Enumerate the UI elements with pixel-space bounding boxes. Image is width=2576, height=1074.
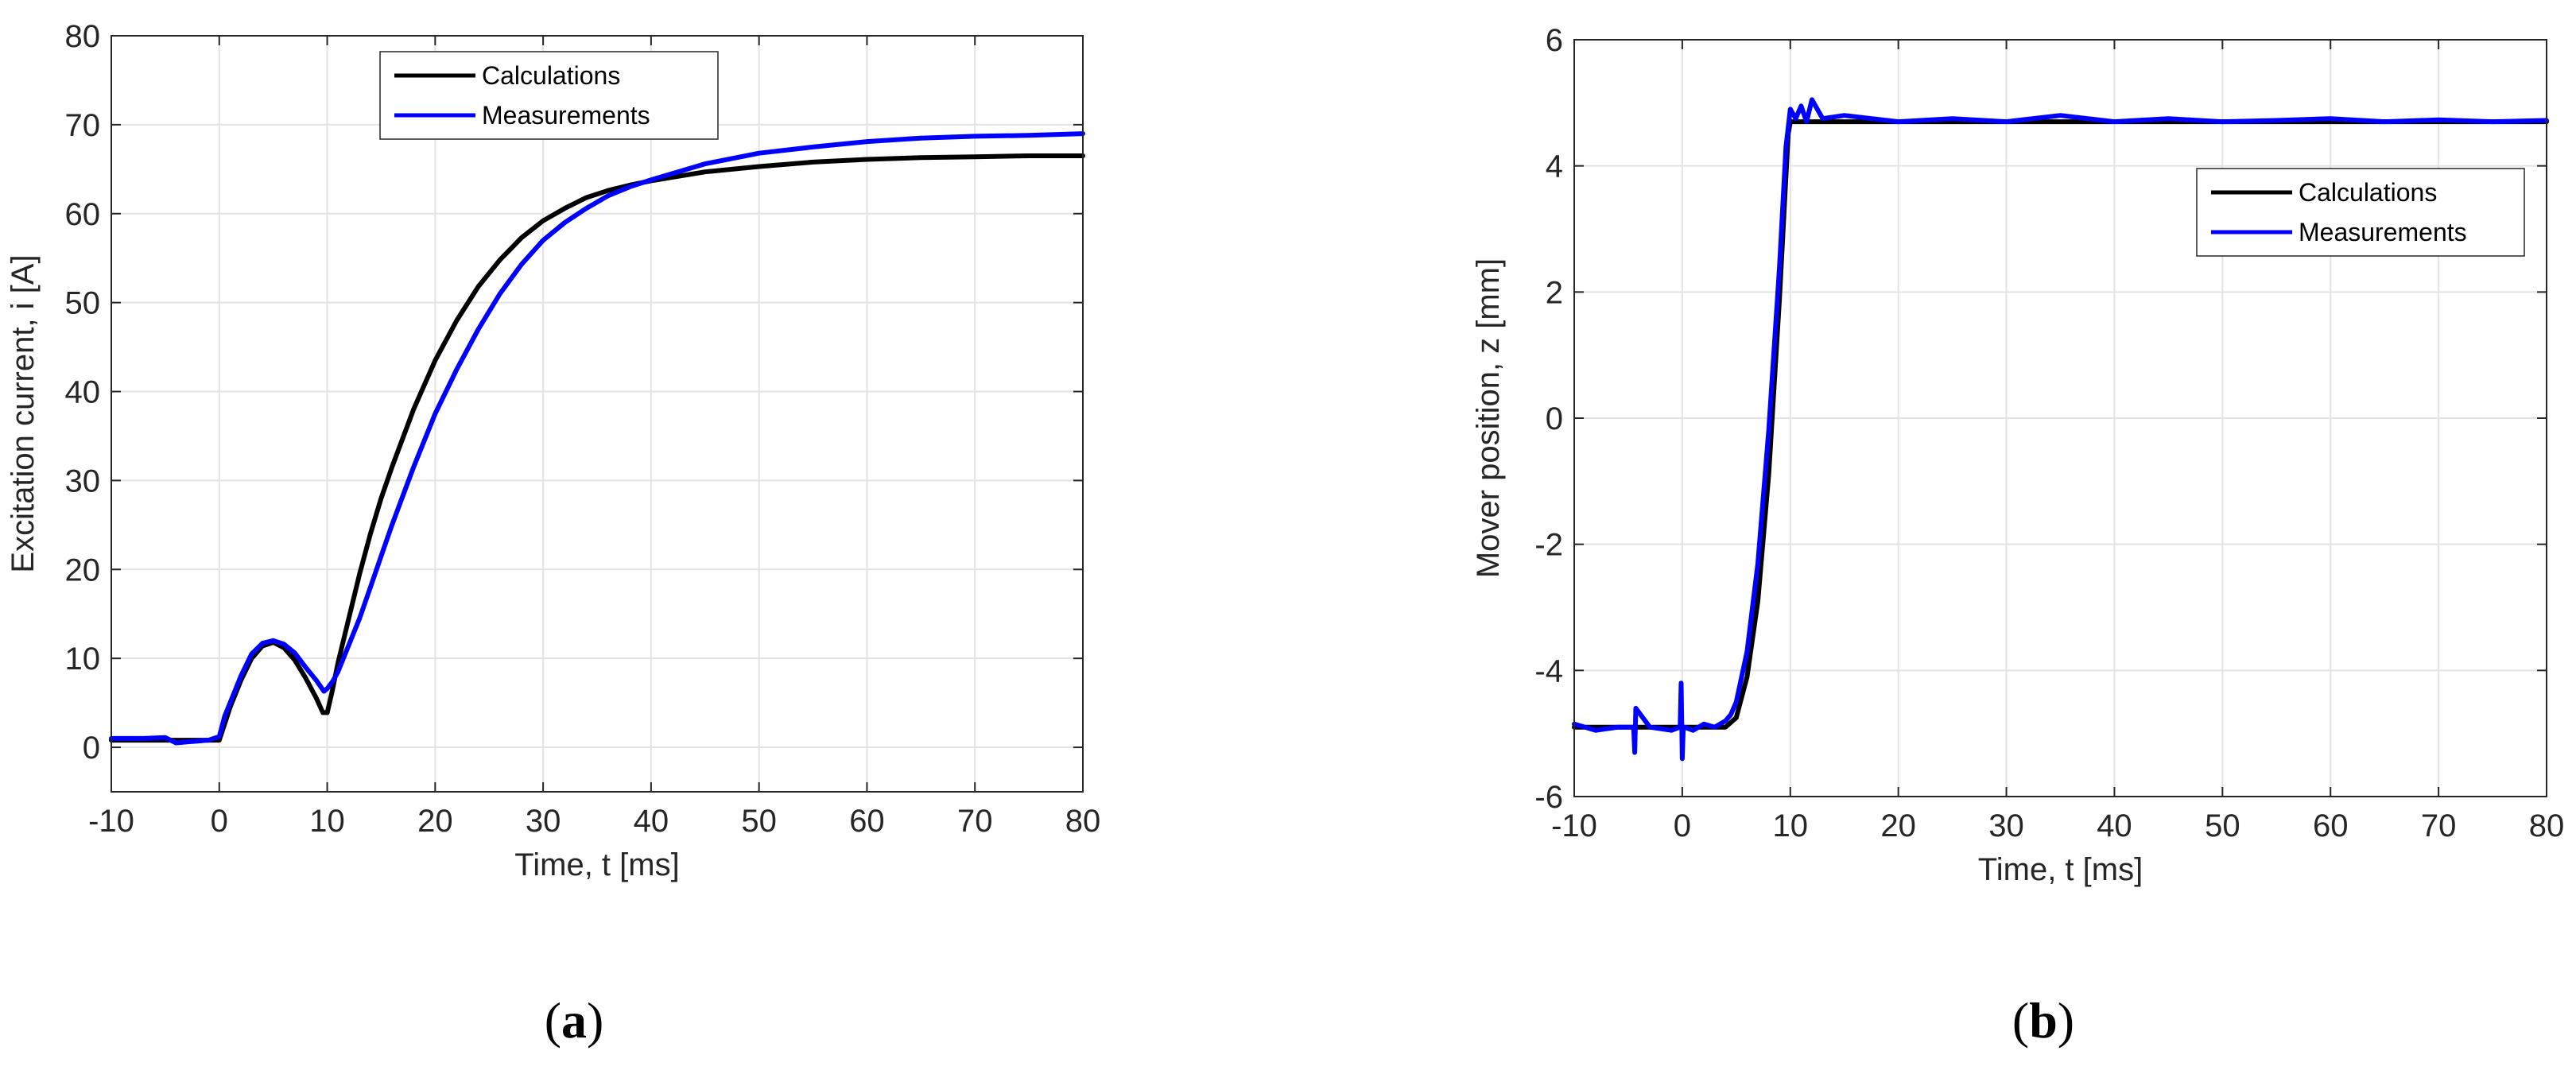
chart-a-x-tick-label: 70: [957, 804, 993, 839]
chart-a-x-tick-label: 60: [849, 804, 885, 839]
chart-b-x-axis-label: Time, t [ms]: [1978, 852, 2143, 887]
chart-b-legend-box: [2196, 168, 2525, 257]
chart-a-y-tick-label: 50: [65, 286, 101, 321]
chart-a-tick-labels: -10 0 10 20 30 40 50 60 70 80 0 10 20 30 40 50 60 70 80: [65, 19, 1101, 839]
chart-a-series: [109, 131, 1085, 746]
chart-b-x-tick-label: 60: [2313, 808, 2349, 843]
chart-b-legend-label-measurements: Measurements: [2299, 218, 2467, 246]
chart-a-x-tick-label: 80: [1065, 804, 1101, 839]
chart-a-x-tick-label: 30: [526, 804, 561, 839]
chart-b-x-tick-label: 40: [2097, 808, 2132, 843]
chart-a-y-tick-label: 60: [65, 197, 101, 232]
chart-a-series-line-measurements: [109, 131, 1085, 746]
panel-a-caption-letter: a: [561, 992, 587, 1049]
chart-b-x-tick-label: 70: [2421, 808, 2457, 843]
chart-b-y-tick-label: -4: [1534, 653, 1563, 688]
chart-b-y-tick-label: 6: [1546, 23, 1563, 58]
chart-b-x-tick-label: -10: [1551, 808, 1597, 843]
chart-b-series-line-measurements: [1572, 97, 2549, 762]
chart-panel-a: -10 0 10 20 30 40 50 60 70 80 0 10 20 30 40 50 60 70 80 Ti…: [6, 19, 1100, 1049]
chart-a-ticks: [111, 35, 1084, 792]
chart-a-y-axis-label: Excitation current, i [A]: [6, 254, 41, 572]
chart-b-x-tick-label: 80: [2529, 808, 2565, 843]
chart-a-x-axis-label: Time, t [ms]: [514, 847, 679, 882]
chart-a-x-tick-label: 20: [417, 804, 453, 839]
chart-b-y-axis-label: Mover position, z [mm]: [1471, 258, 1506, 578]
panel-b-caption-letter: b: [2029, 992, 2058, 1049]
chart-a-x-tick-label: -10: [88, 804, 134, 839]
chart-a-y-tick-label: 10: [65, 642, 101, 677]
chart-b-series: [1572, 97, 2549, 762]
chart-b-y-tick-label: -6: [1534, 780, 1563, 815]
chart-b-y-tick-label: 4: [1546, 149, 1563, 184]
chart-panel-b: -10 0 10 20 30 40 50 60 70 80 -6 -4 -2 0 2 4 6 Time, t […: [1471, 23, 2564, 1049]
chart-b-x-tick-label: 30: [1988, 808, 2024, 843]
chart-b-legend: Calculations Measurements: [2196, 168, 2525, 257]
chart-a-axes-box: [111, 35, 1084, 793]
chart-a-x-tick-label: 50: [741, 804, 777, 839]
chart-a-y-tick-label: 70: [65, 108, 101, 143]
chart-a-grid: [111, 35, 1084, 792]
chart-a-legend-label-calculations: Calculations: [482, 61, 620, 90]
chart-a-legend-label-measurements: Measurements: [482, 101, 650, 130]
chart-a-y-tick-label: 30: [65, 463, 101, 498]
chart-a-legend-box: [379, 51, 719, 140]
chart-b-legend-label-calculations: Calculations: [2299, 178, 2437, 207]
chart-b-y-tick-label: 2: [1546, 275, 1563, 310]
chart-b-grid: [1573, 39, 2547, 797]
chart-a-x-tick-label: 0: [211, 804, 228, 839]
chart-b-x-tick-label: 0: [1674, 808, 1691, 843]
chart-a-y-tick-label: 80: [65, 19, 101, 54]
chart-b-y-tick-label: 0: [1546, 401, 1563, 436]
chart-b-x-tick-label: 20: [1880, 808, 1916, 843]
chart-a-series-line-calculations: [109, 153, 1085, 743]
chart-b-x-tick-label: 50: [2205, 808, 2240, 843]
chart-b-ticks: [1573, 39, 2547, 797]
chart-b-y-tick-label: -2: [1534, 528, 1563, 563]
chart-b-x-tick-label: 10: [1773, 808, 1809, 843]
chart-a-y-tick-label: 0: [83, 731, 100, 766]
chart-a-legend: Calculations Measurements: [379, 51, 719, 140]
panel-b-caption: (b): [2012, 992, 2074, 1049]
chart-a-y-tick-label: 20: [65, 553, 101, 587]
chart-b-tick-labels: -10 0 10 20 30 40 50 60 70 80 -6 -4 -2 0 2 4 6: [1534, 23, 2564, 843]
chart-a-x-tick-label: 10: [309, 804, 345, 839]
panel-a-caption: (a): [545, 992, 604, 1049]
chart-a-x-tick-label: 40: [634, 804, 669, 839]
chart-a-y-tick-label: 40: [65, 375, 101, 410]
